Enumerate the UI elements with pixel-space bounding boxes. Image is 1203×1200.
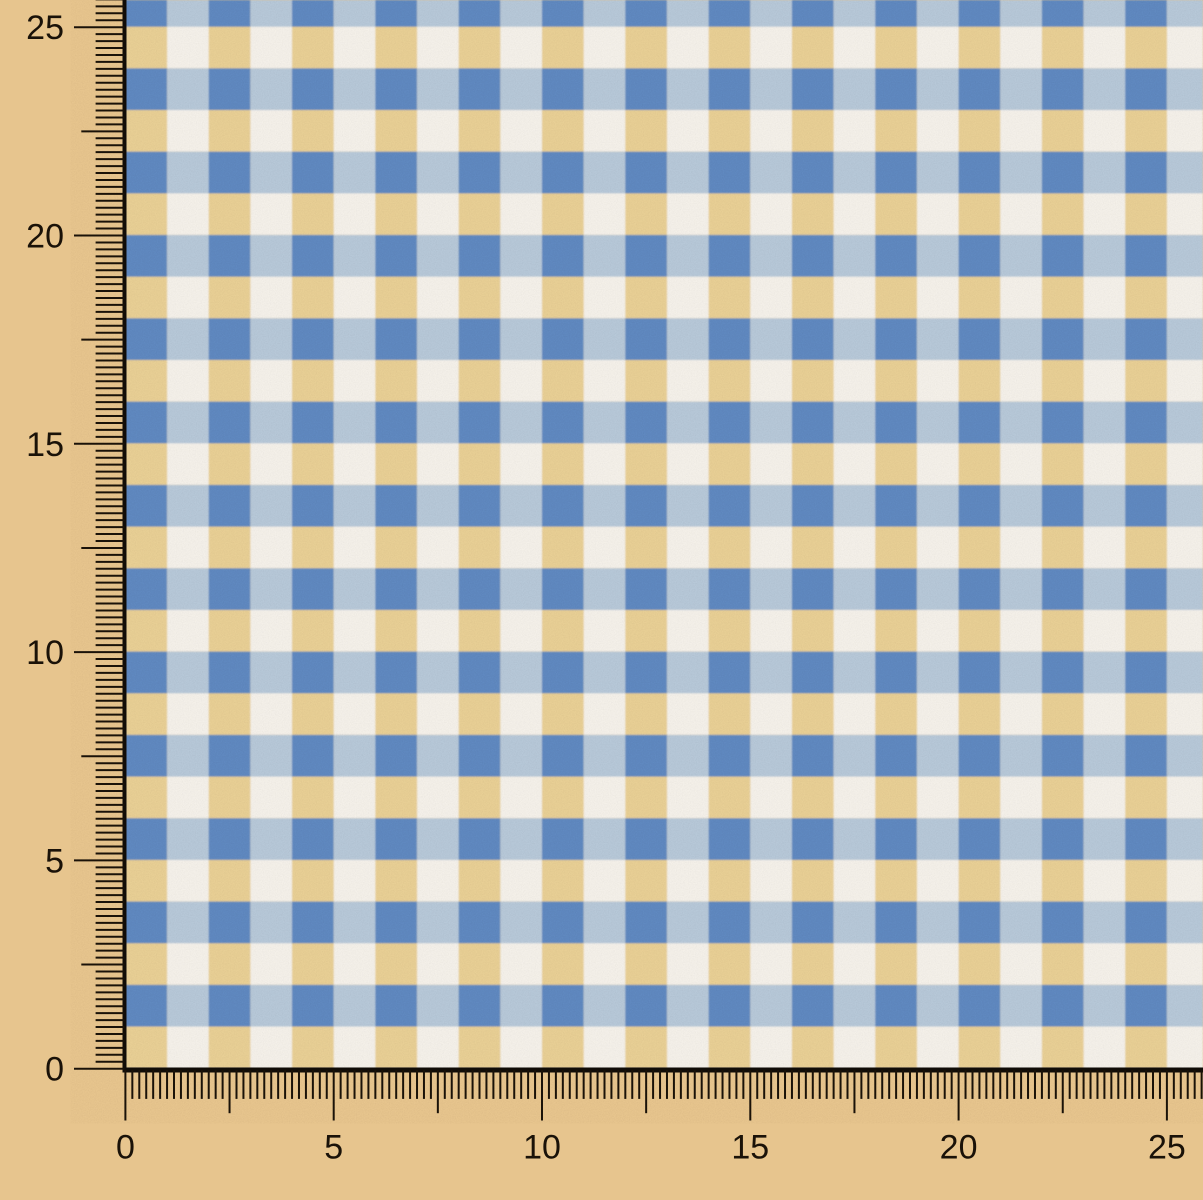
svg-text:5: 5 — [324, 1129, 343, 1167]
svg-text:10: 10 — [523, 1129, 561, 1167]
svg-text:25: 25 — [1148, 1129, 1186, 1167]
svg-text:10: 10 — [26, 634, 64, 672]
svg-text:15: 15 — [731, 1129, 769, 1167]
svg-text:20: 20 — [26, 218, 64, 256]
svg-text:25: 25 — [26, 9, 64, 47]
svg-text:0: 0 — [45, 1051, 64, 1089]
svg-text:20: 20 — [940, 1129, 978, 1167]
svg-text:15: 15 — [26, 426, 64, 464]
svg-text:0: 0 — [116, 1129, 135, 1167]
svg-text:5: 5 — [45, 842, 64, 880]
